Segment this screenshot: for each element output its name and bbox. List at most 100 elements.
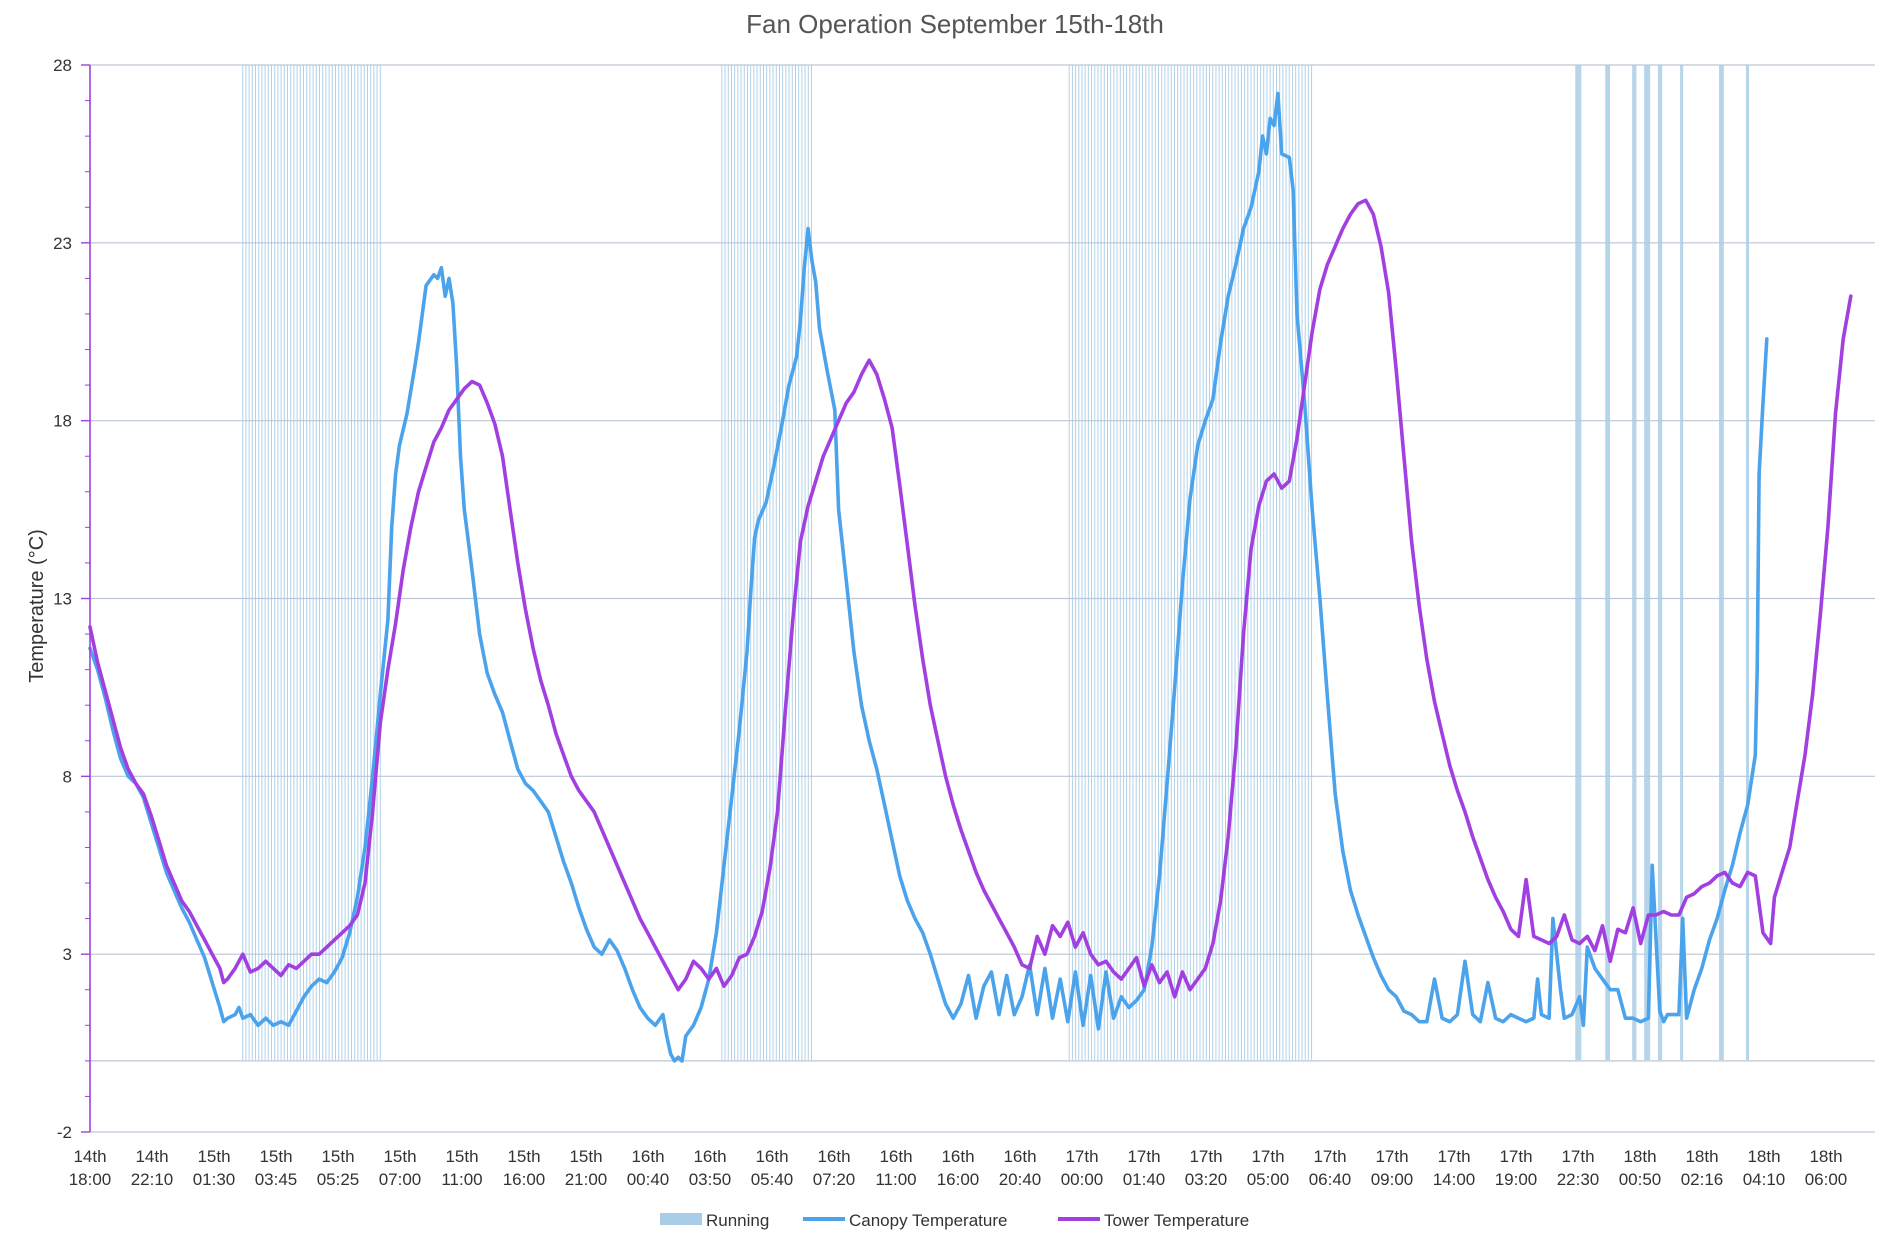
x-tick-day: 17th <box>1313 1147 1346 1166</box>
x-tick-time: 01:30 <box>193 1170 236 1189</box>
y-tick-label: 28 <box>53 56 72 75</box>
x-tick-time: 02:16 <box>1681 1170 1724 1189</box>
x-tick-labels: 14th18:0014th22:1015th01:3015th03:4515th… <box>69 1147 1848 1189</box>
x-tick-time: 03:20 <box>1185 1170 1228 1189</box>
x-tick-day: 17th <box>1561 1147 1594 1166</box>
x-tick-label: 16th 00:40 <box>627 1147 670 1189</box>
x-tick-label: 17th 03:20 <box>1185 1147 1228 1189</box>
x-tick-day: 17th <box>1375 1147 1408 1166</box>
y-axis-label: Temperature (°C) <box>26 529 48 683</box>
x-tick-time: 05:00 <box>1247 1170 1290 1189</box>
y-tick-label: -2 <box>57 1123 72 1142</box>
x-tick-day: 16th <box>879 1147 912 1166</box>
x-tick-time: 14:00 <box>1433 1170 1476 1189</box>
x-tick-label: 17th 05:00 <box>1247 1147 1290 1189</box>
x-tick-day: 16th <box>693 1147 726 1166</box>
x-tick-label: 15th 21:00 <box>565 1147 608 1189</box>
x-tick-day: 18th <box>1809 1147 1842 1166</box>
x-tick-day: 16th <box>817 1147 850 1166</box>
running-bar <box>1644 65 1651 1060</box>
x-tick-time: 06:00 <box>1805 1170 1848 1189</box>
running-bars <box>242 65 1749 1060</box>
series-lines <box>88 91 1853 1063</box>
x-tick-time: 04:10 <box>1743 1170 1786 1189</box>
y-tick-labels: 28 23 18 13 8 3 -2 <box>53 56 72 1142</box>
x-tick-label: 16th 16:00 <box>937 1147 980 1189</box>
x-tick-day: 15th <box>259 1147 292 1166</box>
x-tick-label: 14th 18:00 <box>69 1147 112 1189</box>
x-tick-day: 17th <box>1437 1147 1470 1166</box>
x-tick-label: 15th 11:00 <box>441 1147 482 1189</box>
x-tick-day: 17th <box>1189 1147 1222 1166</box>
x-tick-label: 17th 00:00 <box>1061 1147 1104 1189</box>
x-tick-label: 18th 00:50 <box>1619 1147 1662 1189</box>
running-bar <box>1575 65 1582 1060</box>
legend: Running Canopy Temperature Tower Temperatu… <box>660 1211 1249 1230</box>
x-tick-day: 15th <box>445 1147 478 1166</box>
x-tick-time: 09:00 <box>1371 1170 1414 1189</box>
legend-item: Canopy Temperature <box>803 1211 1007 1230</box>
x-tick-label: 17th 22:30 <box>1557 1147 1600 1189</box>
x-tick-label: 15th 03:45 <box>255 1147 298 1189</box>
x-tick-label: 16th 11:00 <box>875 1147 916 1189</box>
x-tick-label: 18th 02:16 <box>1681 1147 1724 1189</box>
x-tick-day: 15th <box>507 1147 540 1166</box>
x-tick-day: 18th <box>1747 1147 1780 1166</box>
legend-label: Canopy Temperature <box>849 1211 1007 1230</box>
legend-item: Tower Temperature <box>1058 1211 1249 1230</box>
tower-temperature-line <box>88 198 1853 999</box>
x-tick-label: 17th 19:00 <box>1495 1147 1538 1189</box>
x-tick-time: 03:45 <box>255 1170 298 1189</box>
y-tick-label: 3 <box>63 945 72 964</box>
x-tick-time: 05:40 <box>751 1170 794 1189</box>
x-tick-day: 14th <box>135 1147 168 1166</box>
x-tick-time: 03:50 <box>689 1170 732 1189</box>
running-bar <box>1719 65 1724 1060</box>
x-tick-day: 15th <box>197 1147 230 1166</box>
x-tick-label: 18th 04:10 <box>1743 1147 1786 1189</box>
x-tick-day: 17th <box>1127 1147 1160 1166</box>
x-tick-time: 22:30 <box>1557 1170 1600 1189</box>
y-tick-label: 13 <box>53 590 72 609</box>
x-tick-label: 14th 22:10 <box>131 1147 174 1189</box>
x-tick-time: 05:25 <box>317 1170 360 1189</box>
running-bar <box>1632 65 1637 1060</box>
x-tick-label: 16th 20:40 <box>999 1147 1042 1189</box>
x-tick-time: 00:40 <box>627 1170 670 1189</box>
x-tick-time: 16:00 <box>937 1170 980 1189</box>
x-tick-day: 16th <box>1003 1147 1036 1166</box>
x-tick-time: 07:20 <box>813 1170 856 1189</box>
x-tick-day: 17th <box>1065 1147 1098 1166</box>
y-tick-label: 23 <box>53 234 72 253</box>
x-tick-label: 17th 14:00 <box>1433 1147 1476 1189</box>
x-tick-time: 21:00 <box>565 1170 608 1189</box>
x-tick-time: 18:00 <box>69 1170 112 1189</box>
chart-title: Fan Operation September 15th-18th <box>746 9 1164 39</box>
x-tick-label: 16th 05:40 <box>751 1147 794 1189</box>
legend-label: Running <box>706 1211 769 1230</box>
x-tick-label: 17th 01:40 <box>1123 1147 1166 1189</box>
x-tick-label: 16th 07:20 <box>813 1147 856 1189</box>
legend-item: Running <box>660 1211 769 1230</box>
x-tick-day: 18th <box>1623 1147 1656 1166</box>
y-tick-label: 8 <box>63 767 72 786</box>
x-tick-day: 14th <box>73 1147 106 1166</box>
x-tick-label: 16th 03:50 <box>689 1147 732 1189</box>
y-tick-label: 18 <box>53 412 72 431</box>
x-tick-time: 00:00 <box>1061 1170 1104 1189</box>
y-axis <box>81 64 91 1133</box>
running-bar <box>1745 65 1749 1060</box>
x-tick-time: 20:40 <box>999 1170 1042 1189</box>
x-tick-time: 06:40 <box>1309 1170 1352 1189</box>
x-tick-time: 16:00 <box>503 1170 546 1189</box>
x-tick-label: 15th 01:30 <box>193 1147 236 1189</box>
running-bar <box>1657 65 1663 1060</box>
x-tick-day: 16th <box>755 1147 788 1166</box>
legend-label: Tower Temperature <box>1104 1211 1249 1230</box>
x-tick-time: 19:00 <box>1495 1170 1538 1189</box>
x-tick-day: 15th <box>569 1147 602 1166</box>
x-tick-day: 17th <box>1251 1147 1284 1166</box>
x-tick-day: 15th <box>321 1147 354 1166</box>
